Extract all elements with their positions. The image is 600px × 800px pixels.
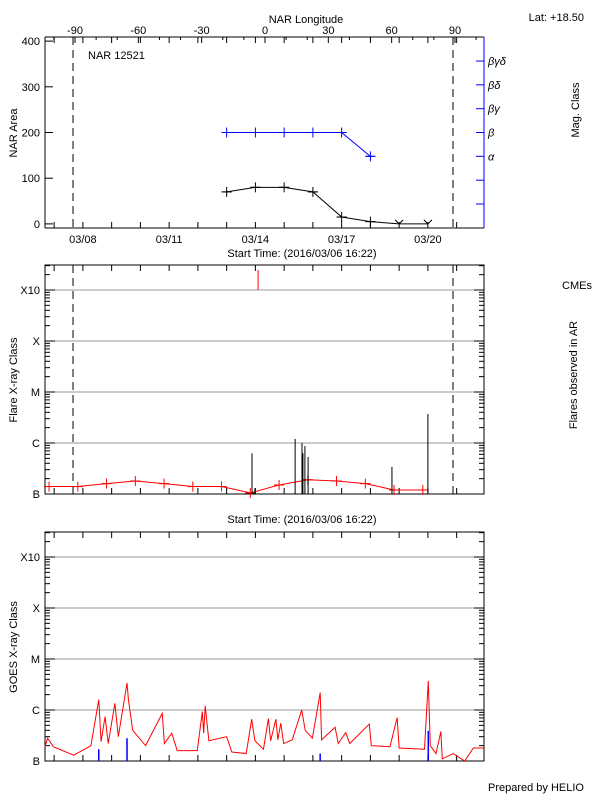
credit-label: Prepared by HELIO: [488, 782, 584, 794]
plot-frame: [44, 531, 485, 762]
flare-trend-line: [49, 479, 423, 494]
x-tick-label: 03/20: [414, 234, 442, 246]
class-tick-label: M: [31, 654, 40, 666]
area-line: [226, 186, 428, 225]
longitude-tick-label: -60: [130, 25, 146, 37]
y-tick-label: 400: [22, 36, 40, 48]
class-tick-label: C: [32, 705, 40, 717]
x-axis-title: Start Time: (2016/03/06 16:22): [227, 248, 376, 260]
x-tick-label: 03/17: [328, 234, 356, 246]
longitude-tick-label: -90: [67, 25, 83, 37]
x-axis-title: Start Time: (2016/03/06 16:22): [227, 514, 376, 526]
goes-flux-line: [44, 680, 484, 762]
flares-right-axis-title: Flares observed in AR: [568, 321, 580, 429]
longitude-tick-label: 0: [262, 25, 268, 37]
x-tick-label: 03/08: [69, 234, 97, 246]
class-tick-label: M: [31, 387, 40, 399]
class-tick-label: X10: [20, 552, 40, 564]
y-tick-label: 100: [22, 173, 40, 185]
y-tick-label: 0: [34, 219, 40, 231]
area-point: [423, 219, 433, 225]
region-title: NAR 12521: [88, 50, 145, 62]
longitude-tick-label: -30: [194, 25, 210, 37]
longitude-tick-label: 90: [449, 25, 461, 37]
longitude-tick-label: 30: [322, 25, 334, 37]
y-tick-label: 300: [22, 82, 40, 94]
mag-class-line: [226, 132, 371, 157]
mag-class-tick-label: α: [488, 151, 495, 163]
y-axis-title: Flare X-ray Class: [8, 337, 20, 422]
class-tick-label: B: [33, 489, 40, 501]
class-tick-label: C: [32, 438, 40, 450]
mag-class-tick-label: βγδ: [487, 56, 507, 68]
mag-class-axis-title: Mag. Class: [570, 82, 582, 138]
class-tick-label: X10: [20, 285, 40, 297]
mag-class-tick-label: β: [487, 128, 495, 140]
class-tick-label: B: [33, 756, 40, 768]
mag-class-tick-label: βδ: [487, 80, 501, 92]
latitude-label: Lat: +18.50: [529, 12, 584, 24]
plot-frame: [44, 264, 485, 495]
longitude-axis-title: NAR Longitude: [269, 14, 344, 26]
longitude-tick-label: 60: [386, 25, 398, 37]
class-tick-label: X: [33, 603, 41, 615]
x-tick-label: 03/11: [156, 234, 183, 246]
cme-label: CMEs: [562, 280, 592, 292]
x-tick-label: 03/14: [242, 234, 270, 246]
class-tick-label: X: [33, 336, 41, 348]
y-tick-label: 200: [22, 128, 40, 140]
y-axis-title: NAR Area: [8, 108, 20, 158]
mag-class-tick-label: βγ: [487, 104, 501, 116]
y-axis-title: GOES X-ray Class: [8, 601, 20, 693]
area-point: [394, 219, 404, 225]
